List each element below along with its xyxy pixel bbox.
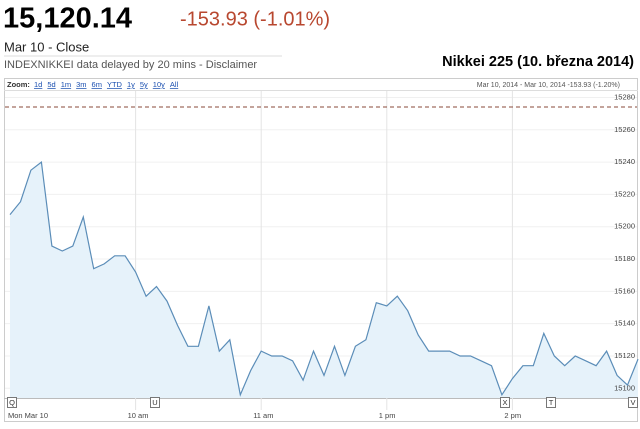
- zoom-link[interactable]: 1d: [34, 80, 42, 89]
- zoom-link[interactable]: YTD: [107, 80, 123, 89]
- price-change: -153.93 (-1.01%): [180, 8, 330, 30]
- x-tick-label: 10 am: [128, 411, 149, 420]
- y-tick-label: 15260: [614, 125, 635, 134]
- y-tick-label: 15120: [614, 351, 635, 360]
- zoom-link[interactable]: 1y: [127, 80, 135, 89]
- news-flag-box[interactable]: [546, 397, 556, 408]
- x-tick-label: 2 pm: [504, 411, 521, 420]
- news-flag[interactable]: X: [502, 398, 507, 407]
- y-tick-label: 15220: [614, 189, 635, 198]
- price-line: [9, 160, 639, 397]
- area: [10, 162, 638, 398]
- chart-title: Nikkei 225 (10. března 2014): [442, 54, 634, 70]
- news-flag-box[interactable]: [500, 397, 510, 408]
- x-tick-label: 1 pm: [379, 411, 396, 420]
- zoom-link[interactable]: 10y: [153, 80, 165, 89]
- y-tick-label: 15180: [614, 254, 635, 263]
- y-tick-label: 15140: [614, 319, 635, 328]
- news-flag[interactable]: Q: [9, 398, 15, 407]
- x-tick-label: Mon Mar 10: [8, 411, 48, 420]
- zoom-link[interactable]: 3m: [76, 80, 86, 89]
- news-flag-box[interactable]: [7, 397, 17, 408]
- news-flag-box[interactable]: [628, 397, 638, 408]
- source-note[interactable]: INDEXNIKKEI data delayed by 20 mins - Di…: [4, 59, 257, 71]
- range-text: Mar 10, 2014 - Mar 10, 2014 -153.93 (-1.…: [477, 82, 620, 89]
- y-tick-label: 15200: [614, 222, 635, 231]
- news-flag[interactable]: V: [630, 398, 635, 407]
- y-tick-label: 15160: [614, 286, 635, 295]
- zoom-link[interactable]: 5y: [140, 80, 148, 89]
- price: 15,120.14: [3, 3, 132, 35]
- news-flag[interactable]: T: [549, 398, 554, 407]
- y-tick-label: 15280: [614, 92, 635, 101]
- zoom-link[interactable]: All: [170, 80, 179, 89]
- zoom-link[interactable]: 5d: [47, 80, 55, 89]
- status: Mar 10 - Close: [4, 39, 89, 54]
- news-flag[interactable]: U: [152, 398, 157, 407]
- news-flag-box[interactable]: [150, 397, 160, 408]
- zoom-label: Zoom:: [7, 80, 30, 89]
- zoom-link[interactable]: 1m: [61, 80, 71, 89]
- y-tick-label: 15240: [614, 157, 635, 166]
- x-tick-label: 11 am: [253, 411, 273, 420]
- zoom-link[interactable]: 6m: [92, 80, 102, 89]
- y-tick-label: 15100: [614, 383, 635, 392]
